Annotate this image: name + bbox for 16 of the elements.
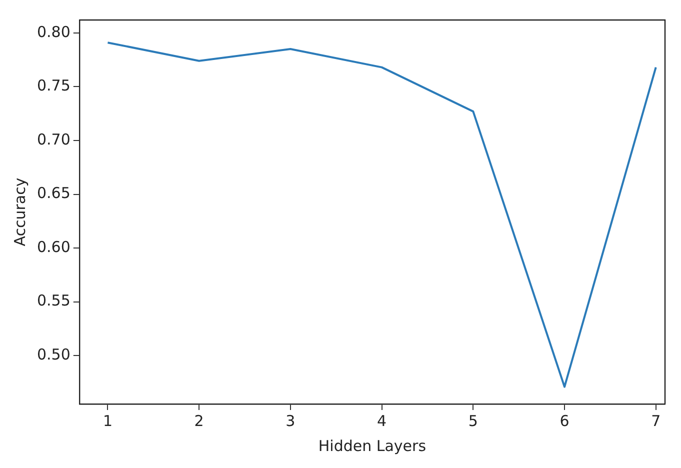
y-tick-label: 0.65 bbox=[36, 184, 70, 202]
y-tick-label: 0.50 bbox=[36, 345, 70, 364]
y-tick-label: 0.70 bbox=[36, 130, 70, 148]
x-tick-label: 7 bbox=[651, 412, 661, 430]
x-tick-label: 4 bbox=[377, 412, 387, 430]
y-tick-label: 0.60 bbox=[36, 238, 70, 256]
y-axis-title: Accuracy bbox=[10, 178, 29, 246]
x-tick-label: 2 bbox=[194, 412, 204, 430]
x-tick-label: 3 bbox=[286, 412, 296, 430]
y-tick-label: 0.80 bbox=[36, 22, 70, 41]
x-tick-label: 5 bbox=[468, 412, 478, 430]
x-axis-title: Hidden Layers bbox=[318, 436, 426, 455]
y-tick-label: 0.55 bbox=[36, 292, 70, 310]
y-tick-label: 0.75 bbox=[36, 76, 70, 95]
x-tick-label: 6 bbox=[560, 412, 570, 430]
x-tick-label: 1 bbox=[102, 412, 112, 430]
